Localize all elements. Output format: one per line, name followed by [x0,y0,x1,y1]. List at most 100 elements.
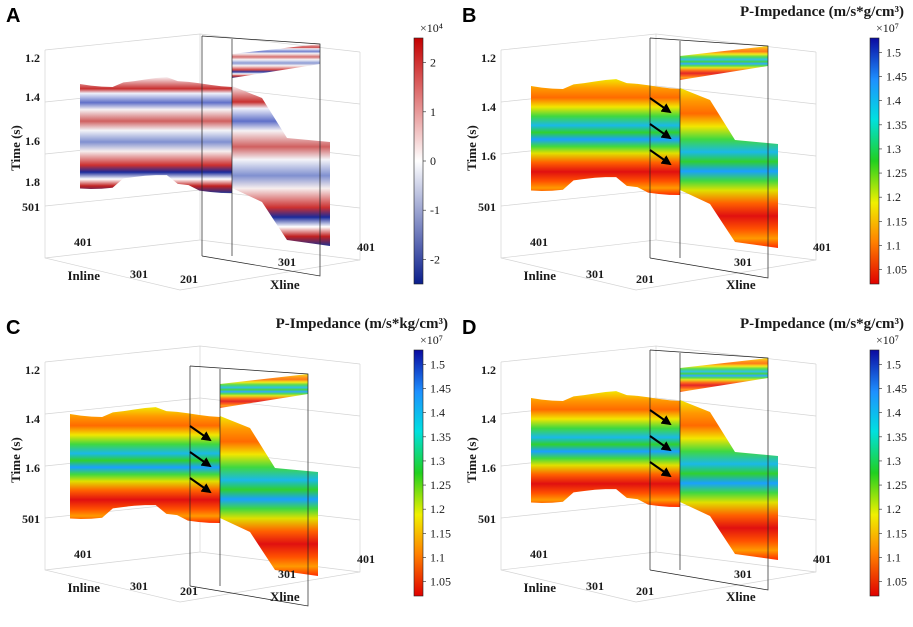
xline-section [680,88,778,248]
time-tick-label: 1.6 [25,461,40,475]
annotation-arrows [649,409,672,478]
inline-tick-label: 501 [22,200,40,214]
arrow [649,123,672,140]
time-axis-label: Time (s) [464,125,479,171]
xline-tick-label: 301 [278,567,296,581]
xline-tick-label: 301 [734,255,752,269]
colorbar-tick-label: 1.5 [886,357,901,371]
inline-section [531,391,680,507]
floor-edge [44,551,201,571]
colorbar-tick-label: 1.45 [430,382,451,396]
colorbar-tick-label: 1.2 [886,190,901,204]
colorbar-gradient [869,37,880,285]
xline-tick-label: 301 [278,255,296,269]
panel-letter: C [6,317,20,339]
colorbar-tick-label: 1.4 [886,94,901,108]
colorbar-tick-label: -1 [430,203,440,217]
xline-tick-label: 201 [636,584,654,598]
colorbar-tick-label: -2 [430,252,440,266]
slice-frame [201,35,321,277]
arrow [649,409,672,426]
colorbar-tick-label: 1.3 [886,454,901,468]
outer-frame [500,362,817,603]
xline-axis-label: Xline [270,277,300,292]
colorbar-tick-label: 1 [430,105,436,119]
floor-edge [655,239,817,261]
back-edge [500,345,817,365]
inline-tick-label: 501 [478,200,496,214]
floor-edge [655,551,817,573]
grid-line [500,189,657,207]
xline-axis-label: Xline [270,589,300,604]
panel-letter: A [6,5,20,27]
colorbar-tick-label: 1.35 [886,430,907,444]
time-tick-label: 1.4 [25,90,40,104]
xline-axis: 201 301 401 Xline [180,240,375,292]
xline-section [232,86,330,246]
panel-title: P-Impedance (m/s*g/cm³) [740,316,904,332]
time-tick-label: 1.6 [481,461,496,475]
grid-line [44,189,201,207]
xline-axis: 201 301 401 Xline [636,240,831,292]
time-axis-label: Time (s) [464,437,479,483]
inline-section [531,79,680,195]
inline-axis: 501 401 301 Inline [22,200,148,283]
colorbar: ×10⁷ 1.5 1.45 1.4 1.35 1.3 1.25 1.2 1.15 1.1 1.05 [413,333,451,597]
back-edge [500,33,817,53]
panel-letter: B [462,5,476,27]
colorbar-exponent: ×10⁷ [876,21,899,35]
colorbar: ×10⁴ 2 1 0 -1 -2 [413,21,443,285]
inline-axis: 501 401 301 Inline [478,512,604,595]
xline-tick-label: 201 [636,272,654,286]
slice-frame [189,365,309,607]
colorbar-tick-label: 1.4 [886,406,901,420]
arrow [649,97,672,114]
colorbar-exponent: ×10⁴ [420,21,443,35]
colorbar-tick-label: 1.45 [886,382,907,396]
time-tick-label: 1.2 [481,363,496,377]
slice-frame [649,37,769,279]
colorbar-tick-label: 1.15 [430,526,451,540]
colorbar-gradient [413,349,424,597]
inline-axis: 501 401 301 Inline [478,200,604,283]
grid-line [655,397,817,417]
colorbar-tick-label: 1.25 [886,478,907,492]
annotation-arrows [189,425,212,494]
back-edge [44,345,361,365]
time-tick-label: 1.2 [25,51,40,65]
colorbar-tick-label: 1.05 [430,575,451,589]
floor-edge [44,239,201,259]
back-slice [680,46,768,80]
colorbar-exponent: ×10⁷ [876,333,899,347]
inline-tick-label: 401 [530,235,548,249]
xline-tick-label: 401 [357,240,375,254]
grid-line [500,501,657,519]
time-tick-label: 1.8 [25,175,40,189]
back-slice [680,358,768,392]
grid-line [44,397,201,415]
arrow [189,425,212,442]
time-tick-label: 1.6 [481,149,496,163]
inline-section [70,407,220,523]
xline-axis: 201 301 401 Xline [636,552,831,604]
arrow [189,451,212,468]
floor-edge [199,239,361,261]
xline-axis-label: Xline [726,277,756,292]
slice-frame [649,349,769,591]
arrow [649,461,672,478]
xline-axis: 201 301 401 Xline [180,552,375,604]
outer-frame [500,50,817,291]
inline-tick-label: 401 [530,547,548,561]
time-tick-label: 1.4 [481,100,496,114]
colorbar-tick-label: 1.1 [430,550,445,564]
xline-tick-label: 201 [180,272,198,286]
time-axis-label: Time (s) [8,125,23,171]
colorbar-tick-label: 0 [430,154,436,168]
inline-axis-label: Inline [523,268,556,283]
inline-tick-label: 501 [478,512,496,526]
inline-tick-label: 301 [130,579,148,593]
